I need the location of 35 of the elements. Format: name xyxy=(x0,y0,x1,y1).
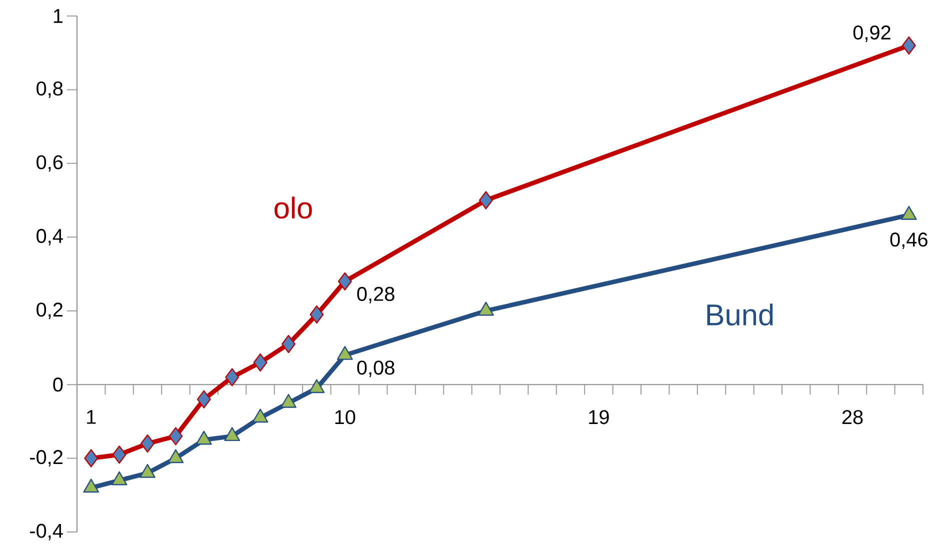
x-tick-label: 28 xyxy=(842,410,863,424)
x-tick-label: 10 xyxy=(335,410,356,424)
point xyxy=(282,334,296,354)
point xyxy=(83,478,100,493)
point xyxy=(224,427,240,442)
data-label: 0,92 xyxy=(853,26,890,42)
x-tick-label: 19 xyxy=(589,410,609,424)
point xyxy=(253,353,268,372)
point xyxy=(111,471,128,486)
data-label: 0,46 xyxy=(890,232,928,250)
text: olo xyxy=(274,196,312,219)
point xyxy=(310,305,324,324)
point xyxy=(478,191,493,210)
y-tick-label: 1 xyxy=(54,9,63,23)
point xyxy=(140,464,156,478)
data-label: 0,28 xyxy=(357,286,394,304)
y-tick-label: 0,6 xyxy=(36,155,63,172)
x-tick-label: 1 xyxy=(87,410,96,424)
point xyxy=(338,272,352,290)
y-tick-label: -0,2 xyxy=(30,450,62,467)
point xyxy=(478,302,494,316)
point xyxy=(252,408,268,423)
point xyxy=(280,394,296,408)
series-label: Bund xyxy=(707,304,773,326)
y-tick-label: -0,4 xyxy=(30,524,63,540)
data-label: 0,08 xyxy=(357,360,394,378)
y-tick-label: 0,4 xyxy=(36,228,63,246)
point xyxy=(902,36,916,55)
point xyxy=(336,346,353,360)
point xyxy=(168,449,184,464)
point xyxy=(308,379,325,394)
point xyxy=(196,430,212,445)
y-tick-label: 0,8 xyxy=(36,81,63,98)
y-tick-label: 0 xyxy=(53,378,63,392)
y-tick-label: 0,2 xyxy=(36,302,62,320)
